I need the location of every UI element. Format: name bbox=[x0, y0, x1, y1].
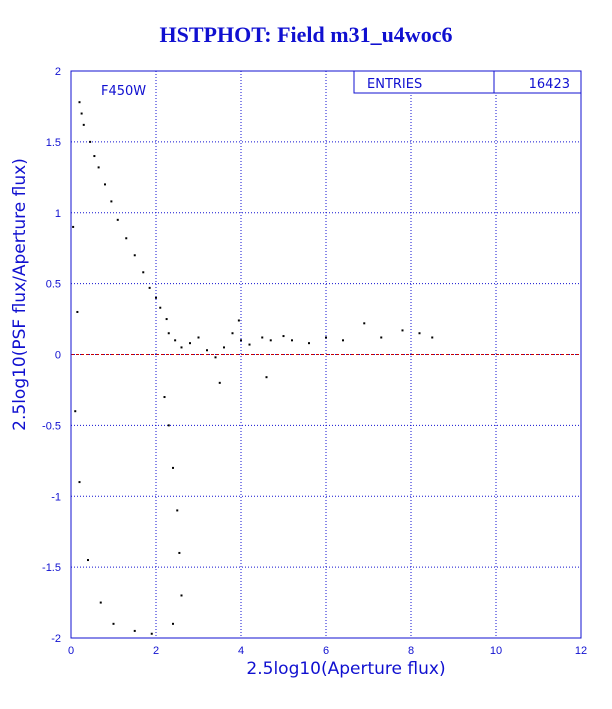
data-point bbox=[291, 339, 293, 342]
y-tick-label: -2 bbox=[51, 633, 61, 645]
data-point bbox=[72, 225, 75, 228]
data-point bbox=[82, 123, 85, 126]
data-point bbox=[78, 101, 81, 104]
data-point bbox=[231, 332, 234, 335]
data-point bbox=[282, 335, 285, 338]
chart-title: HSTPHOT: Field m31_u4woc6 bbox=[159, 22, 453, 47]
data-point bbox=[155, 296, 157, 299]
data-point bbox=[87, 559, 89, 562]
y-tick-label: 1 bbox=[55, 208, 61, 220]
y-tick-label: 0 bbox=[55, 350, 61, 362]
data-point bbox=[269, 339, 272, 342]
data-point bbox=[418, 332, 421, 335]
data-point bbox=[97, 166, 100, 169]
data-point bbox=[99, 601, 102, 604]
x-tick-label: 0 bbox=[68, 645, 74, 657]
data-point bbox=[240, 339, 242, 342]
y-tick-label: -1.5 bbox=[42, 562, 61, 574]
data-point bbox=[150, 632, 153, 635]
data-point bbox=[167, 332, 170, 335]
stats-entries-value: 16423 bbox=[529, 77, 570, 92]
y-tick-label: 0.5 bbox=[46, 279, 61, 291]
data-point bbox=[76, 310, 79, 313]
y-tick-label: 1.5 bbox=[46, 137, 61, 149]
data-point bbox=[159, 306, 162, 309]
data-point bbox=[167, 424, 170, 427]
data-point bbox=[248, 343, 251, 346]
data-point bbox=[180, 594, 183, 597]
data-point bbox=[172, 466, 174, 469]
stats-box: ENTRIES 16423 bbox=[353, 70, 582, 94]
data-point bbox=[342, 339, 344, 342]
data-point bbox=[104, 183, 106, 186]
data-point bbox=[223, 346, 225, 349]
x-tick-label: 12 bbox=[575, 645, 587, 657]
x-tick-label: 10 bbox=[490, 645, 502, 657]
x-tick-label: 6 bbox=[323, 645, 329, 657]
data-point bbox=[93, 155, 96, 158]
data-point bbox=[206, 349, 208, 352]
data-point bbox=[78, 481, 81, 484]
data-point bbox=[125, 237, 128, 240]
y-tick-labels: -2 -1.5 -1 -0.5 0 0.5 1 1.5 2 bbox=[42, 66, 61, 645]
x-tick-label: 4 bbox=[238, 645, 244, 657]
data-point bbox=[172, 622, 174, 625]
data-point bbox=[180, 346, 183, 349]
data-point bbox=[431, 336, 434, 339]
data-point bbox=[265, 376, 268, 379]
filter-label: F450W bbox=[101, 84, 146, 99]
y-tick-label: -0.5 bbox=[42, 420, 61, 432]
data-point bbox=[174, 339, 177, 342]
data-point bbox=[178, 551, 181, 554]
data-point bbox=[110, 200, 113, 203]
data-point bbox=[401, 329, 404, 332]
data-point bbox=[176, 509, 179, 512]
data-points bbox=[72, 101, 434, 635]
data-point bbox=[163, 396, 166, 399]
data-point bbox=[142, 271, 145, 274]
data-point bbox=[112, 622, 115, 625]
x-tick-label: 8 bbox=[408, 645, 414, 657]
data-point bbox=[74, 410, 77, 413]
plot-frame bbox=[70, 70, 582, 639]
data-point bbox=[363, 322, 366, 325]
data-point bbox=[325, 336, 327, 339]
data-point bbox=[89, 140, 92, 143]
x-tick-labels: 0 2 4 6 8 10 12 bbox=[68, 645, 587, 657]
data-point bbox=[189, 342, 191, 345]
data-point bbox=[133, 254, 136, 257]
y-tick-label: 2 bbox=[55, 66, 61, 78]
data-point bbox=[133, 629, 136, 632]
data-point bbox=[261, 336, 264, 339]
data-point bbox=[148, 286, 151, 289]
y-axis-label: 2.5log10(PSF flux/Aperture flux) bbox=[10, 158, 30, 431]
data-point bbox=[237, 319, 240, 322]
data-point bbox=[80, 112, 83, 115]
data-point bbox=[214, 356, 217, 359]
x-tick-label: 2 bbox=[153, 645, 159, 657]
data-point bbox=[380, 336, 383, 339]
data-point bbox=[308, 342, 310, 345]
data-point bbox=[116, 218, 119, 221]
data-point bbox=[197, 336, 200, 339]
data-point bbox=[165, 318, 168, 321]
x-axis-label: 2.5log10(Aperture flux) bbox=[246, 659, 445, 679]
data-point bbox=[218, 381, 221, 384]
stats-entries-label: ENTRIES bbox=[367, 77, 422, 92]
y-tick-label: -1 bbox=[51, 491, 61, 503]
